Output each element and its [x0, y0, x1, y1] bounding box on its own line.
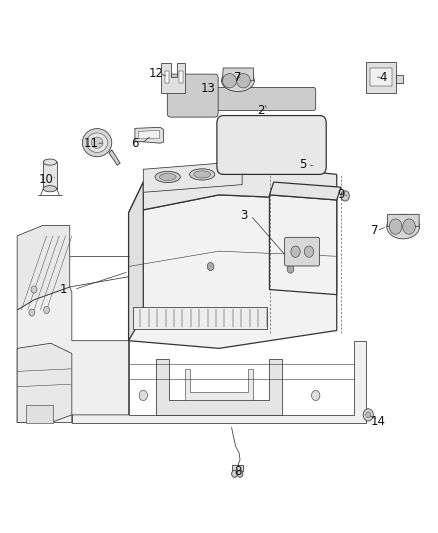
Text: 12: 12 [148, 67, 163, 79]
Text: 2: 2 [257, 104, 265, 117]
Polygon shape [185, 369, 253, 400]
Polygon shape [17, 287, 129, 423]
Text: 13: 13 [201, 82, 216, 95]
Circle shape [287, 265, 294, 273]
Ellipse shape [87, 133, 108, 152]
Polygon shape [109, 150, 120, 165]
Ellipse shape [237, 74, 251, 88]
Polygon shape [129, 182, 143, 341]
Circle shape [29, 309, 35, 316]
Polygon shape [129, 195, 337, 349]
Circle shape [363, 409, 373, 421]
FancyBboxPatch shape [217, 116, 326, 174]
Polygon shape [17, 225, 70, 310]
Text: 10: 10 [39, 173, 54, 186]
Circle shape [311, 390, 320, 401]
Text: 8: 8 [234, 465, 242, 478]
Ellipse shape [159, 173, 176, 181]
Polygon shape [223, 167, 320, 174]
Bar [43, 162, 57, 189]
Text: 3: 3 [240, 209, 248, 222]
Circle shape [366, 412, 371, 418]
Ellipse shape [190, 169, 215, 180]
Text: 14: 14 [371, 415, 385, 427]
Polygon shape [129, 164, 337, 213]
FancyBboxPatch shape [213, 87, 316, 110]
Circle shape [139, 390, 148, 401]
Text: 4: 4 [379, 71, 387, 84]
Polygon shape [269, 182, 341, 200]
Ellipse shape [82, 128, 112, 157]
Circle shape [237, 470, 243, 478]
Circle shape [207, 262, 214, 271]
Ellipse shape [304, 246, 314, 257]
Ellipse shape [387, 214, 420, 239]
Polygon shape [387, 214, 419, 227]
Polygon shape [17, 343, 72, 423]
Text: 7: 7 [371, 224, 378, 237]
Text: 7: 7 [234, 71, 242, 84]
Bar [133, 308, 267, 329]
Bar [165, 70, 169, 83]
Text: 9: 9 [337, 188, 345, 201]
Circle shape [44, 306, 49, 313]
Circle shape [232, 470, 237, 478]
FancyBboxPatch shape [167, 74, 218, 117]
Ellipse shape [389, 219, 402, 235]
Text: 6: 6 [131, 137, 139, 150]
Polygon shape [161, 63, 184, 93]
Polygon shape [143, 161, 242, 192]
Ellipse shape [43, 159, 57, 165]
Polygon shape [25, 405, 53, 423]
Text: 1: 1 [60, 283, 67, 296]
Ellipse shape [223, 74, 237, 88]
Polygon shape [156, 359, 282, 415]
Ellipse shape [291, 246, 300, 257]
Ellipse shape [155, 171, 180, 183]
Bar [370, 68, 392, 86]
Text: 5: 5 [300, 158, 307, 171]
Polygon shape [366, 62, 396, 93]
Polygon shape [138, 131, 159, 139]
Polygon shape [396, 75, 403, 83]
Ellipse shape [43, 185, 57, 192]
Circle shape [31, 286, 37, 293]
Polygon shape [135, 127, 163, 143]
Ellipse shape [403, 219, 415, 235]
Bar [233, 465, 243, 471]
Polygon shape [223, 68, 254, 81]
Bar [179, 70, 183, 83]
Ellipse shape [194, 171, 211, 178]
Text: 11: 11 [83, 137, 98, 150]
Polygon shape [72, 341, 366, 423]
FancyBboxPatch shape [285, 237, 319, 266]
Polygon shape [269, 195, 337, 295]
Ellipse shape [222, 70, 254, 92]
Circle shape [341, 191, 350, 201]
Ellipse shape [91, 137, 103, 148]
